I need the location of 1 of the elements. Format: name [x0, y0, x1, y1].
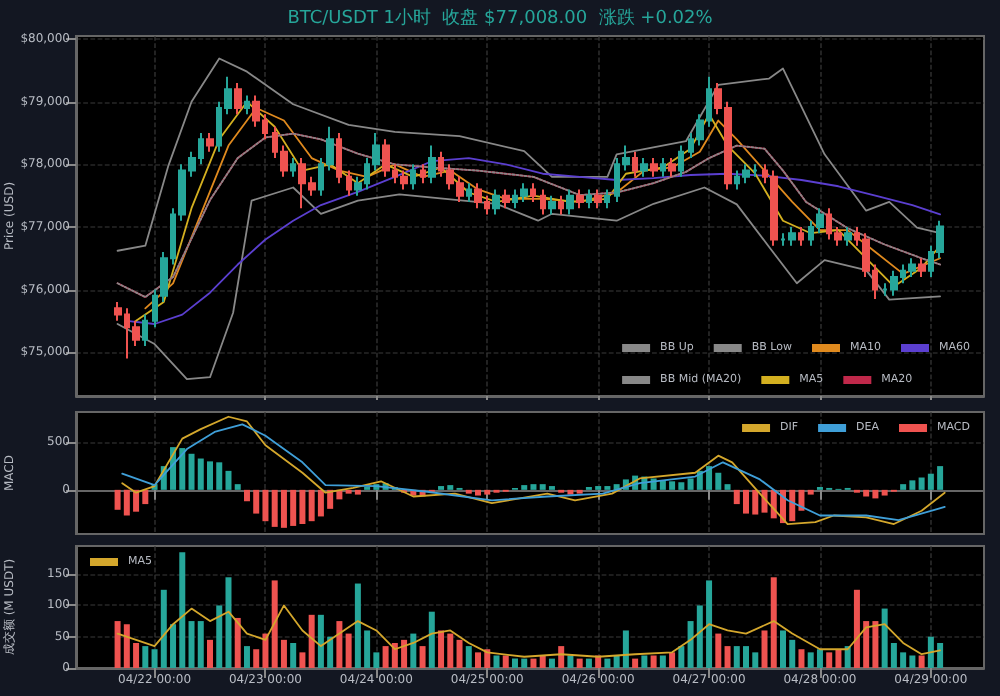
- chart-title: BTC/USDT 1小时 收盘 $77,008.00 涨跌 +0.02%: [287, 7, 714, 29]
